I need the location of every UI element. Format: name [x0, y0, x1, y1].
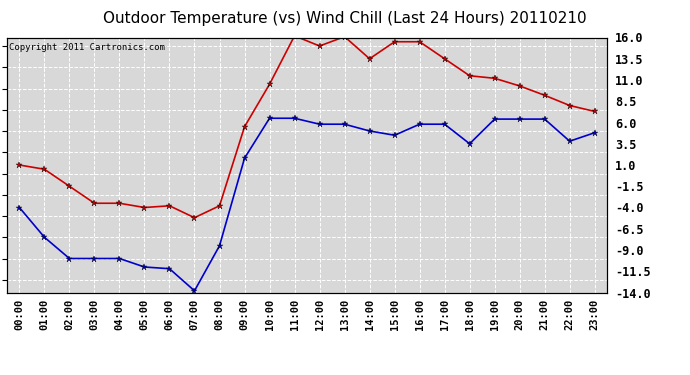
Text: Outdoor Temperature (vs) Wind Chill (Last 24 Hours) 20110210: Outdoor Temperature (vs) Wind Chill (Las…	[104, 11, 586, 26]
Text: Copyright 2011 Cartronics.com: Copyright 2011 Cartronics.com	[9, 43, 165, 52]
